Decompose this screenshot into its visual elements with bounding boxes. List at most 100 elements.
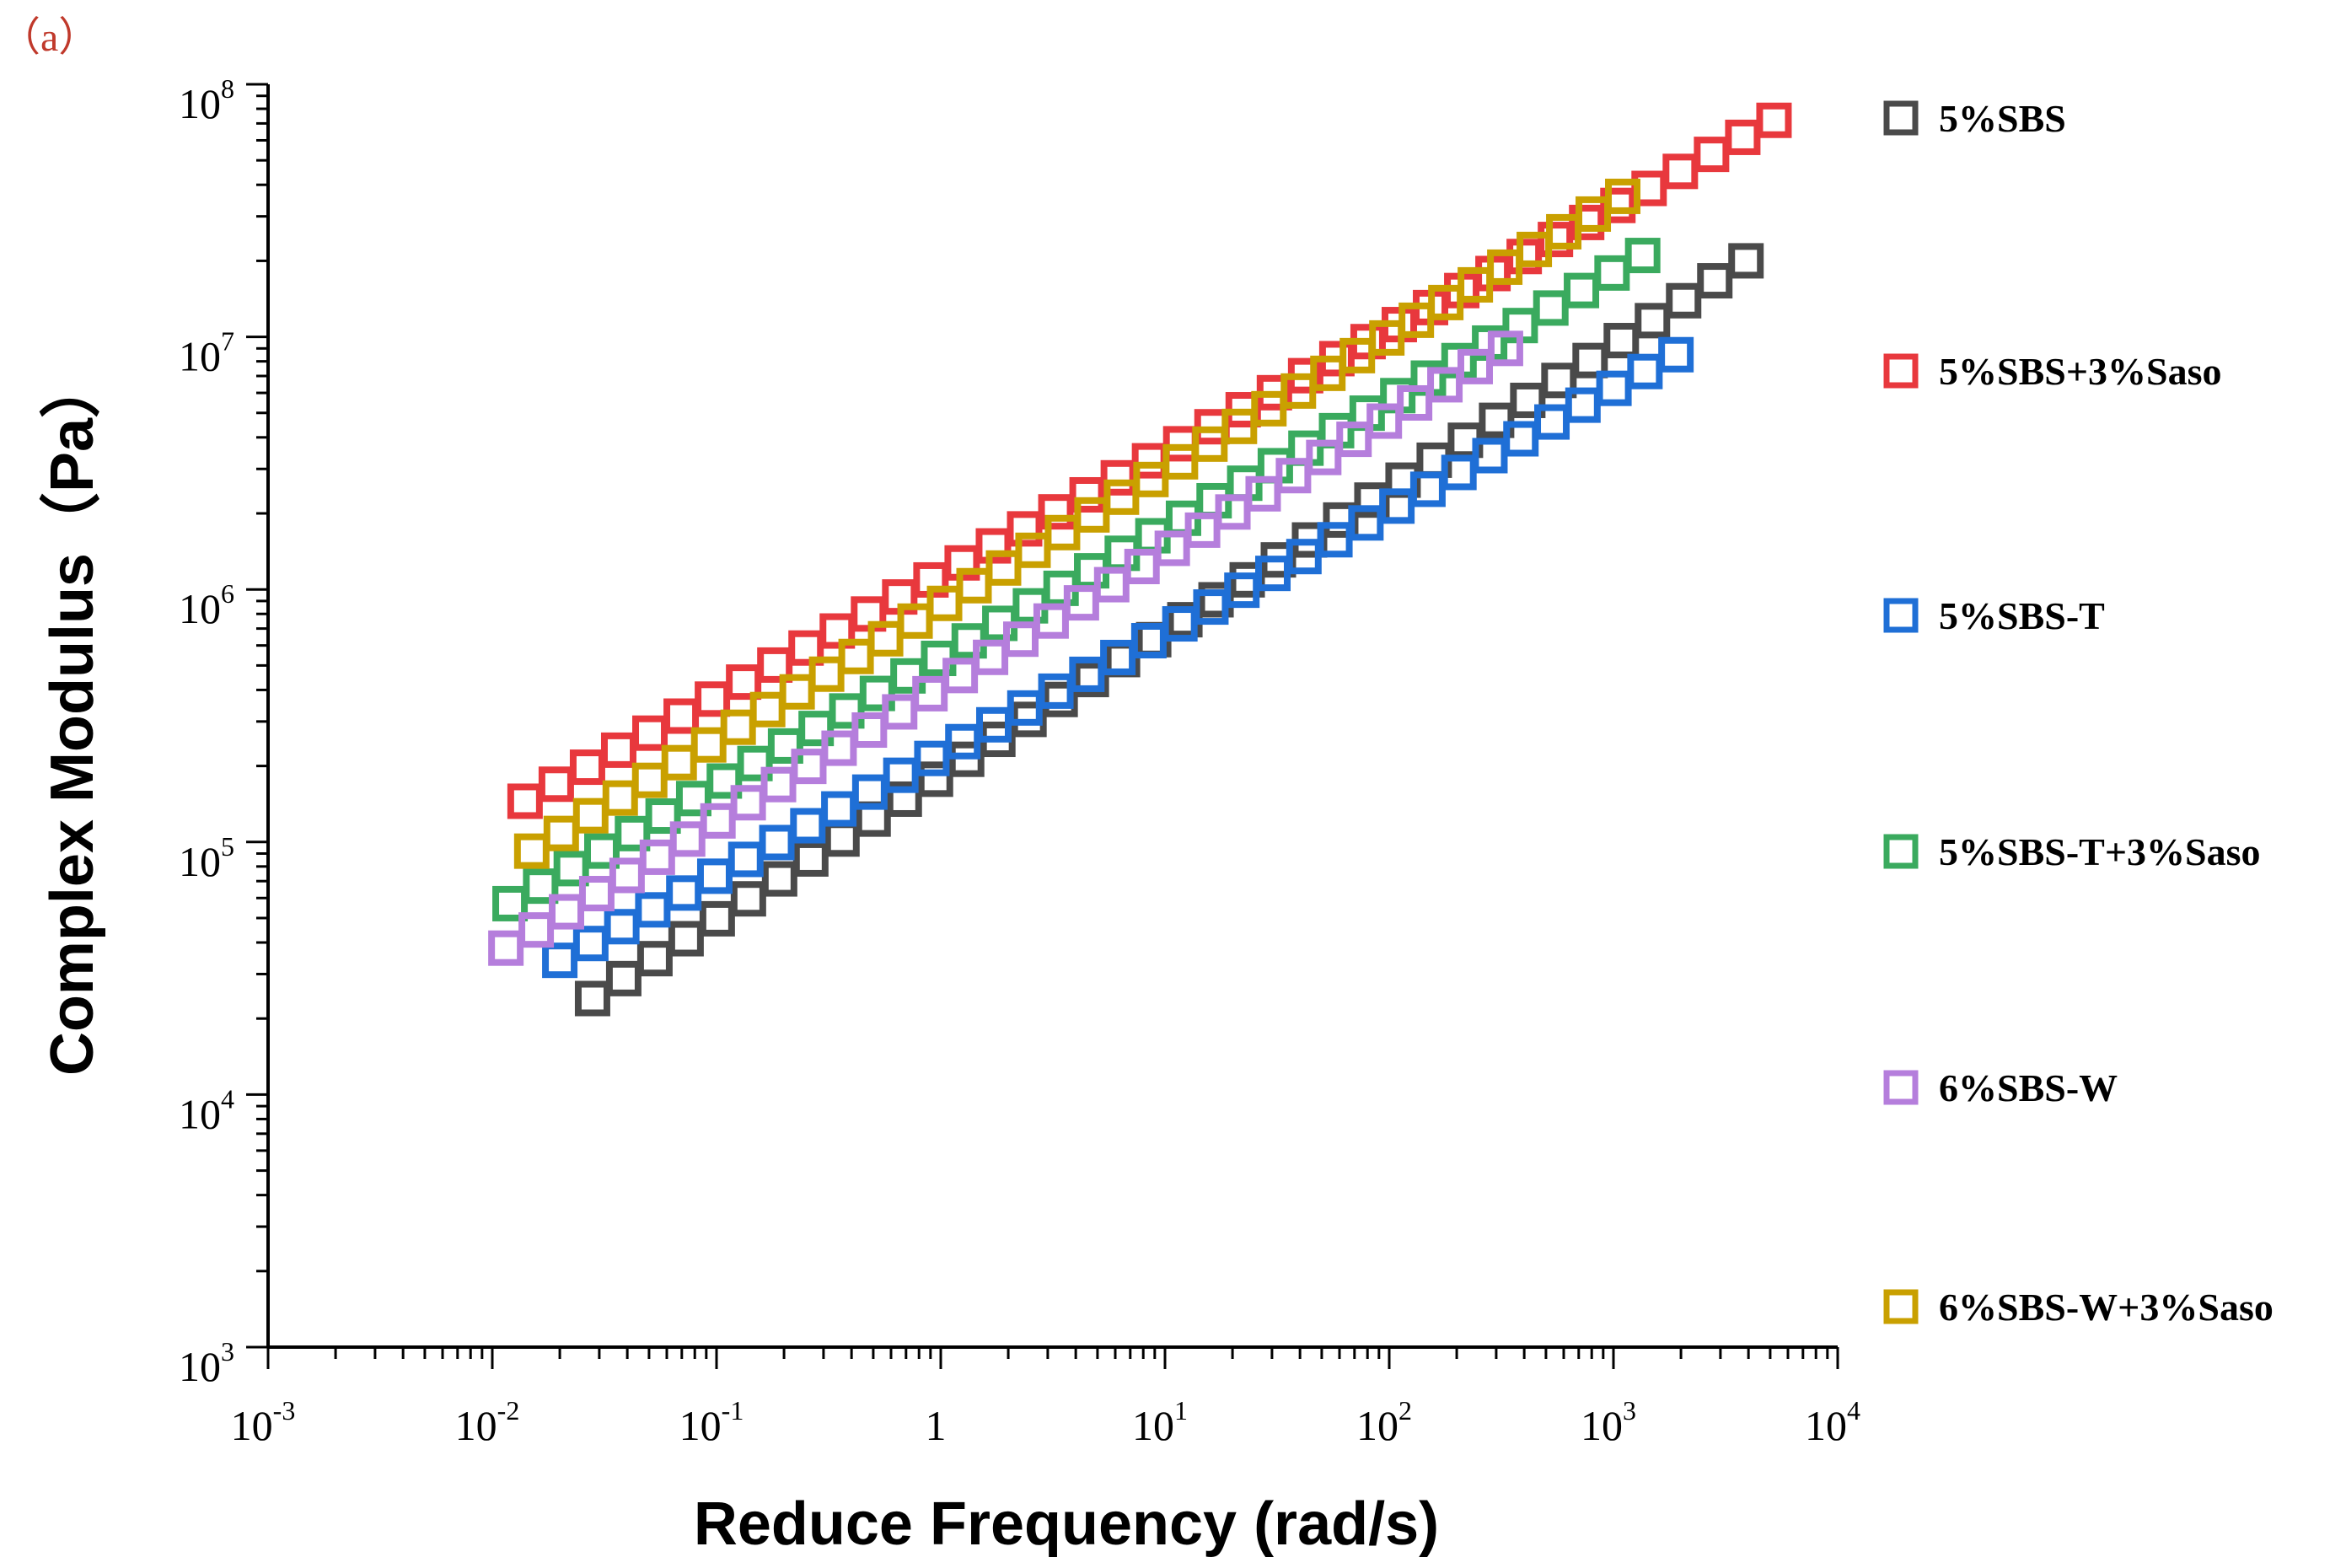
data-point: [605, 960, 642, 996]
series-4: [488, 330, 1523, 966]
data-point: [578, 876, 615, 912]
data-point: [666, 875, 702, 911]
data-point: [1594, 255, 1630, 291]
data-point: [1605, 178, 1641, 214]
legend-label: 5%SBS-T: [1939, 594, 2105, 637]
data-point: [632, 715, 668, 751]
x-tick-labels: 10-3 10-2 10-1 1 101 102 103 104: [231, 1395, 1860, 1449]
data-point: [791, 749, 827, 785]
data-point: [1397, 384, 1433, 421]
data-point: [790, 808, 826, 844]
data-point: [631, 762, 668, 798]
data-point: [699, 900, 735, 937]
data-point: [636, 941, 673, 977]
data-point: [1572, 342, 1608, 379]
data-point: [973, 639, 1009, 675]
data-point: [569, 749, 605, 786]
data-point: [1033, 603, 1069, 639]
data-point: [543, 815, 579, 851]
data-point: [759, 824, 795, 861]
y-tick-label: 104: [179, 1083, 234, 1137]
data-point: [730, 881, 766, 917]
data-point: [1533, 290, 1569, 326]
x-tick-label: 103: [1581, 1395, 1636, 1449]
data-point: [1063, 585, 1099, 621]
data-point: [513, 833, 550, 869]
data-point: [690, 727, 727, 763]
data-point: [851, 712, 888, 749]
data-point: [1042, 681, 1078, 717]
data-point: [1624, 238, 1661, 274]
data-point: [604, 909, 640, 945]
x-tick-label: 101: [1132, 1395, 1188, 1449]
data-point: [1073, 662, 1109, 698]
data-point: [1366, 403, 1403, 439]
data-point: [1756, 102, 1792, 138]
data-point: [1215, 494, 1251, 530]
data-point: [882, 694, 918, 730]
data-point: [1245, 475, 1281, 512]
data-point: [912, 675, 948, 712]
x-tick-label: 10-2: [455, 1395, 520, 1449]
data-point: [518, 912, 555, 948]
data-point: [1306, 439, 1342, 475]
x-axis-title: Reduce Frequency (rad/s): [694, 1490, 1439, 1558]
x-tick-label: 10-3: [231, 1395, 296, 1449]
x-axis-ticks: [266, 1347, 1839, 1369]
data-markers: [488, 102, 1792, 1017]
data-point: [639, 839, 675, 875]
legend: 5%SBS 5%SBS+3%Saso 5%SBS-T 5%SBS-T+3%Saso 6%…: [1883, 97, 2274, 1329]
y-tick-label: 106: [179, 578, 234, 632]
legend-label: 5%SBS+3%Saso: [1939, 350, 2222, 393]
legend-marker: [1883, 1070, 1919, 1105]
data-point: [488, 930, 524, 966]
legend-label: 6%SBS-W+3%Saso: [1939, 1286, 2274, 1329]
data-point: [700, 803, 736, 839]
y-tick-labels: 103 104 105 106 107 108: [179, 73, 234, 1390]
data-point: [695, 681, 731, 717]
data-point: [507, 783, 543, 819]
y-tick-label: 105: [179, 831, 234, 885]
data-point: [572, 797, 609, 834]
y-tick-label: 107: [179, 326, 234, 380]
data-point: [1162, 426, 1199, 462]
legend-label: 5%SBS: [1939, 97, 2066, 140]
data-point: [1479, 402, 1515, 438]
legend-item: 5%SBS-T: [1883, 594, 2105, 637]
data-point: [696, 858, 733, 894]
data-point: [821, 730, 857, 766]
data-point: [1003, 621, 1039, 658]
series-1: [507, 102, 1792, 819]
data-point: [761, 861, 797, 897]
y-tick-label: 103: [179, 1336, 234, 1390]
legend-item: 5%SBS+3%Saso: [1883, 350, 2222, 393]
data-point: [538, 766, 574, 803]
data-point: [1154, 530, 1190, 567]
series-3: [492, 238, 1661, 921]
data-point: [1694, 137, 1730, 173]
data-point: [600, 732, 636, 768]
x-tick-label: 10-1: [679, 1395, 744, 1449]
data-point: [1184, 512, 1221, 548]
data-point: [1275, 458, 1312, 494]
data-point: [1487, 330, 1523, 367]
data-point: [1124, 548, 1160, 584]
data-point: [1227, 465, 1263, 502]
data-point: [824, 821, 860, 857]
data-point: [668, 921, 704, 957]
data-point: [760, 766, 797, 803]
data-point: [1697, 263, 1733, 299]
data-point: [1662, 153, 1699, 190]
data-point: [609, 857, 645, 894]
data-point: [1427, 367, 1463, 403]
y-tick-label: 108: [179, 73, 234, 127]
legend-item: 5%SBS-T+3%Saso: [1883, 830, 2261, 873]
legend-item: 6%SBS-W: [1883, 1066, 2118, 1109]
data-point: [1564, 272, 1600, 309]
data-point: [574, 980, 610, 1017]
data-point: [942, 658, 979, 694]
y-axis-ticks: [246, 83, 268, 1349]
legend-label: 5%SBS-T+3%Saso: [1939, 830, 2261, 873]
data-point: [1541, 362, 1577, 399]
data-point: [1336, 422, 1372, 458]
